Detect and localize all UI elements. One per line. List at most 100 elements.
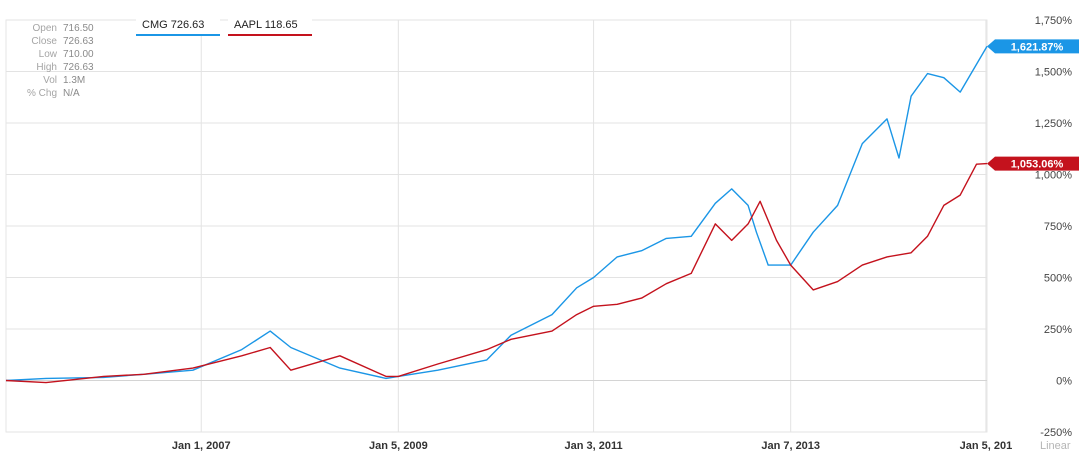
data-point-aapl	[640, 297, 642, 299]
data-point-cmg	[551, 313, 553, 315]
data-point-aapl	[959, 194, 961, 196]
series-line-aapl	[5, 162, 988, 384]
data-point-cmg	[592, 276, 594, 278]
x-tick-label: Jan 7, 2013	[761, 440, 820, 452]
data-point-aapl	[861, 264, 863, 266]
series-line-cmg	[5, 46, 988, 382]
data-point-cmg	[290, 346, 292, 348]
data-point-aapl	[290, 369, 292, 371]
ohlc-label: % Chg	[26, 88, 57, 99]
data-point-cmg	[747, 204, 749, 206]
data-point-aapl	[812, 289, 814, 291]
x-tick-label: Jan 5, 2009	[369, 440, 428, 452]
y-tick-label: 1,000%	[1035, 170, 1073, 182]
data-point-aapl	[759, 200, 761, 202]
data-point-cmg	[730, 188, 732, 190]
data-point-aapl	[616, 303, 618, 305]
ohlc-value: 710.00	[63, 49, 94, 60]
data-point-cmg	[836, 204, 838, 206]
data-point-aapl	[143, 373, 145, 375]
data-point-cmg	[616, 256, 618, 258]
ohlc-label: High	[36, 62, 57, 73]
data-point-aapl	[575, 313, 577, 315]
data-point-cmg	[385, 377, 387, 379]
data-point-cmg	[339, 367, 341, 369]
ohlc-value: 716.50	[63, 23, 94, 34]
end-value-tag-aapl	[987, 156, 1079, 171]
data-point-aapl	[592, 305, 594, 307]
data-point-aapl	[551, 330, 553, 332]
data-point-aapl	[397, 375, 399, 377]
ohlc-label: Close	[31, 36, 57, 47]
data-point-aapl	[747, 223, 749, 225]
y-tick-label: 1,750%	[1035, 15, 1073, 27]
data-point-cmg	[886, 118, 888, 120]
data-point-cmg	[926, 72, 928, 74]
data-point-aapl	[690, 272, 692, 274]
ohlc-label: Vol	[43, 75, 57, 86]
legend-item-cmg[interactable]: CMG 726.63	[136, 16, 220, 36]
end-value-marker-aapl: 1,053.06%	[987, 156, 1079, 171]
data-point-aapl	[975, 163, 977, 165]
end-value-label-cmg: 1,621.87%	[1011, 41, 1064, 53]
data-point-cmg	[690, 235, 692, 237]
ohlc-label: Open	[32, 23, 57, 34]
data-point-cmg	[714, 202, 716, 204]
data-point-aapl	[486, 348, 488, 350]
data-point-cmg	[486, 359, 488, 361]
data-point-cmg	[241, 348, 243, 350]
data-point-aapl	[886, 256, 888, 258]
data-point-aapl	[836, 280, 838, 282]
legend-label-cmg: CMG 726.63	[142, 19, 205, 31]
data-point-aapl	[910, 252, 912, 254]
data-point-cmg	[510, 334, 512, 336]
ohlc-value: 726.63	[63, 36, 94, 47]
ohlc-row-close: Close 726.63	[6, 35, 94, 48]
ohlc-value: 1.3M	[63, 75, 86, 86]
ohlc-row-low: Low 710.00	[6, 48, 94, 61]
data-point-cmg	[898, 157, 900, 159]
data-point-aapl	[102, 375, 104, 377]
data-point-cmg	[575, 287, 577, 289]
data-point-cmg	[943, 76, 945, 78]
legend-item-aapl[interactable]: AAPL 118.65	[228, 16, 312, 36]
y-tick-label: 250%	[1044, 324, 1072, 336]
data-point-aapl	[339, 355, 341, 357]
data-point-aapl	[730, 239, 732, 241]
ohlc-row-open: Open 716.50	[6, 22, 94, 35]
data-point-cmg	[755, 231, 757, 233]
ohlc-label: Low	[38, 49, 57, 60]
ohlc-row-pct-chg: % Chg N/A	[6, 87, 94, 100]
data-point-aapl	[510, 338, 512, 340]
ohlc-row-vol: Vol 1.3M	[6, 74, 94, 87]
ohlc-row-high: High 726.63	[6, 61, 94, 74]
y-tick-label: 1,250%	[1035, 118, 1073, 130]
x-tick-label: Jan 5, 201	[960, 440, 1013, 452]
data-point-aapl	[5, 379, 7, 381]
data-point-aapl	[241, 355, 243, 357]
end-value-label-aapl: 1,053.06%	[1011, 159, 1064, 171]
data-point-cmg	[437, 369, 439, 371]
data-point-aapl	[45, 381, 47, 383]
data-point-aapl	[714, 223, 716, 225]
data-point-cmg	[910, 95, 912, 97]
y-tick-label: -250%	[1040, 427, 1072, 439]
data-point-cmg	[45, 377, 47, 379]
ohlc-value: 726.63	[63, 62, 94, 73]
data-point-cmg	[861, 142, 863, 144]
data-point-cmg	[767, 264, 769, 266]
data-point-cmg	[269, 330, 271, 332]
data-point-aapl	[385, 375, 387, 377]
data-point-aapl	[789, 264, 791, 266]
y-tick-label: 0%	[1056, 376, 1072, 388]
data-point-cmg	[640, 250, 642, 252]
legend-label-aapl: AAPL 118.65	[234, 19, 298, 31]
x-tick-label: Jan 1, 2007	[172, 440, 231, 452]
data-point-cmg	[812, 231, 814, 233]
data-point-aapl	[943, 204, 945, 206]
y-tick-label: 500%	[1044, 273, 1072, 285]
data-point-cmg	[192, 369, 194, 371]
data-point-aapl	[437, 363, 439, 365]
